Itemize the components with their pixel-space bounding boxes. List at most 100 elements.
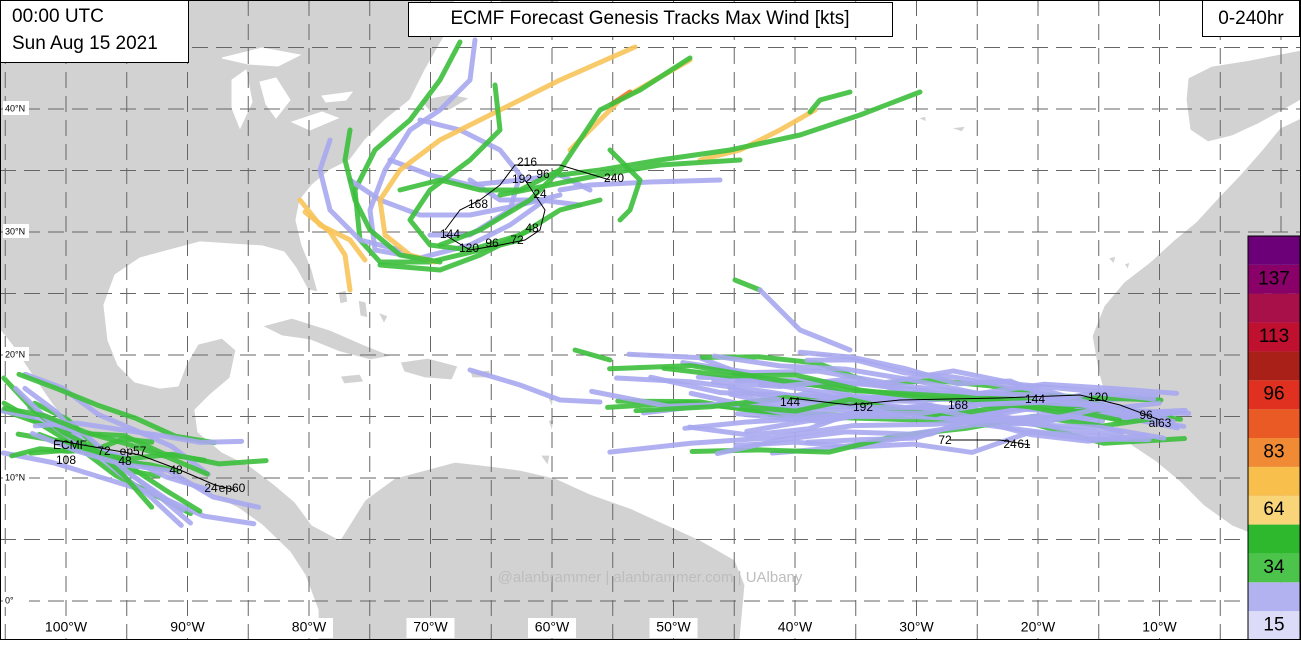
mean-track [444, 164, 611, 231]
track [367, 37, 548, 261]
track [686, 404, 1111, 438]
track [732, 277, 763, 293]
colorbar-segment [1248, 553, 1300, 583]
lat-label: 30°N [5, 226, 25, 236]
track [352, 39, 523, 265]
track-label: 120 [459, 241, 479, 255]
tracks [0, 37, 1192, 528]
track-label: 24 [204, 481, 218, 495]
colorbar-label: 15 [1263, 615, 1284, 636]
title-box [408, 2, 893, 37]
europe [1185, 49, 1301, 143]
track-label: 72 [938, 433, 952, 447]
track [733, 429, 1152, 455]
lon-label-bg [528, 618, 576, 638]
lon-label-bg [892, 618, 941, 638]
lon-label: 50°W [656, 619, 691, 635]
track-label: al63 [1149, 416, 1172, 430]
lat-label: 40°N [5, 103, 25, 113]
track [407, 82, 603, 253]
track [497, 157, 743, 198]
colorbar-label: 64 [1263, 499, 1285, 520]
track [397, 167, 563, 193]
colorbar-label: 96 [1263, 384, 1284, 405]
lon-label: 90°W [170, 619, 205, 635]
track-label: 48 [118, 454, 132, 468]
track-label: 120 [1088, 390, 1108, 404]
track-label: 108 [56, 453, 76, 467]
lon-label: 80°W [292, 619, 327, 635]
range-box [1202, 0, 1300, 37]
date: Sun Aug 15 2021 [12, 33, 158, 54]
track [29, 431, 262, 510]
track [557, 177, 723, 193]
colorbar-segment [1248, 524, 1300, 554]
lon-label: 30°W [899, 619, 934, 635]
colorbar-label: 137 [1258, 268, 1290, 289]
track-label: 144 [1025, 392, 1045, 406]
colorbar-segment [1248, 409, 1300, 438]
mean-track [950, 439, 1031, 446]
lon-label: 20°W [1021, 619, 1056, 635]
bahamas [337, 289, 389, 326]
track-label: 24 [1003, 437, 1017, 451]
track [317, 137, 403, 253]
track-label: 72 [97, 444, 111, 458]
colorbar-segment [1248, 380, 1300, 410]
track [302, 209, 353, 293]
lon-label: 70°W [413, 619, 448, 635]
time: 00:00 UTC [12, 6, 104, 27]
track [607, 410, 1181, 455]
track [377, 227, 533, 273]
track [757, 287, 853, 353]
track [0, 450, 257, 527]
watermark: @alanbrammer | alanbrammer.com | UAlbany [498, 569, 803, 586]
lon-label: 10°W [1142, 619, 1177, 635]
lon-label-bg [42, 618, 90, 638]
lat-label-bg [3, 224, 29, 238]
track-label: 144 [440, 227, 460, 241]
track [807, 89, 853, 115]
colorbar-segment [1248, 264, 1300, 294]
lon-label-bg [1014, 618, 1062, 638]
track-label: 24 [533, 187, 547, 201]
track [2, 405, 210, 477]
lat-label-bg [3, 470, 29, 484]
track-label: 72 [510, 233, 524, 247]
lat-label: 10°N [5, 472, 25, 482]
track-label: 48 [525, 221, 539, 235]
colorbar-segment [1248, 438, 1300, 467]
track-label: 192 [853, 400, 873, 414]
colorbar-segment [1248, 236, 1300, 265]
track [804, 357, 1151, 420]
title: ECMF Forecast Genesis Tracks Max Wind [k… [450, 8, 849, 29]
track [710, 376, 1180, 397]
track-label: 192 [512, 172, 532, 186]
track-label: 216 [517, 155, 537, 169]
track [342, 127, 443, 265]
cuba [260, 317, 395, 361]
colorbar-segment [1248, 322, 1300, 352]
track [697, 107, 818, 163]
mean-track [789, 394, 1161, 421]
track-label: ECMF [53, 438, 87, 452]
track [387, 157, 593, 193]
lon-label-bg [285, 618, 333, 638]
time-box [0, 0, 189, 63]
colorbar-label: 34 [1263, 557, 1285, 578]
range: 0-240hr [1218, 8, 1284, 29]
colorbar: 15 34 64 83 96 113 137 [1247, 235, 1301, 641]
track [607, 147, 643, 223]
lon-label-bg [163, 618, 212, 638]
lon-label-bg [406, 618, 455, 638]
colorbar-segment [1248, 293, 1300, 323]
track [297, 197, 368, 263]
track-label: ep60 [219, 481, 246, 495]
track-label: 168 [948, 398, 968, 412]
track-label: 96 [485, 236, 499, 250]
islands [538, 115, 1131, 468]
track [557, 89, 923, 178]
lat-label: 20°N [5, 349, 25, 359]
